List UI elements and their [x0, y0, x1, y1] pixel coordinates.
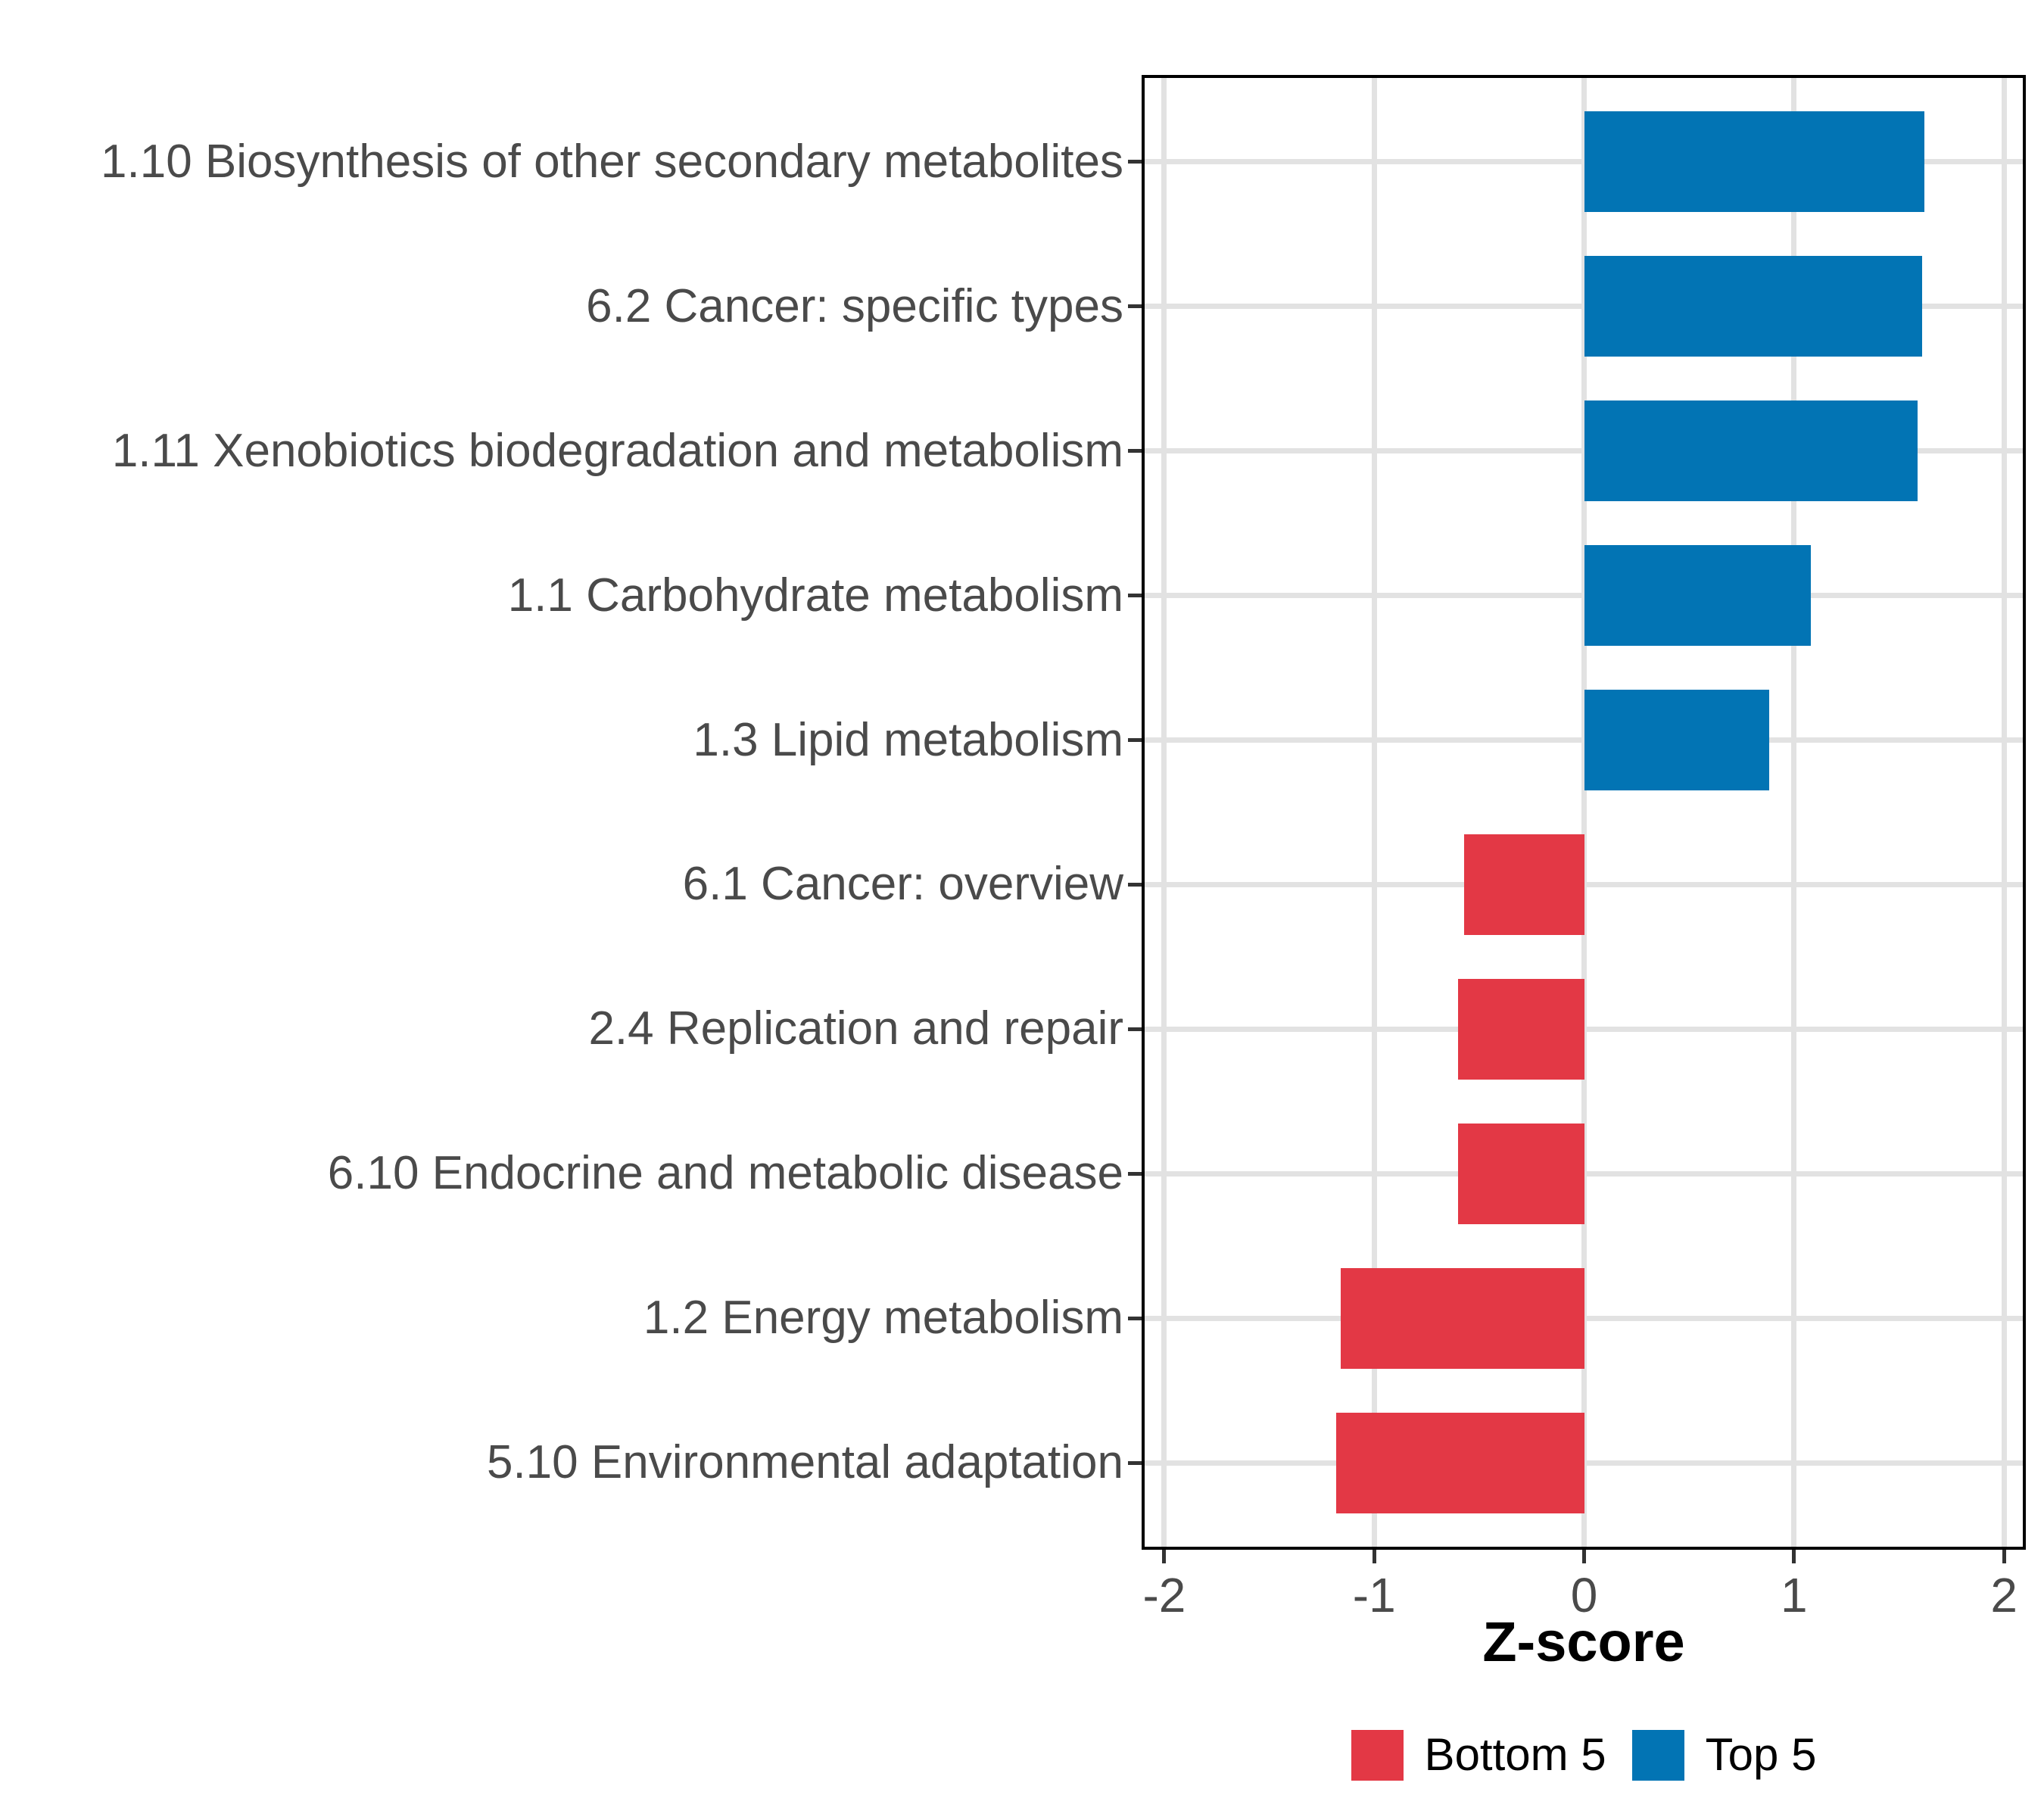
- x-axis-title: Z-score: [1482, 1610, 1685, 1673]
- y-axis-tick: [1128, 1027, 1142, 1031]
- y-tick-label: 1.1 Carbohydrate metabolism: [507, 569, 1123, 622]
- y-axis-tick: [1128, 160, 1142, 164]
- bar: [1464, 834, 1584, 936]
- y-axis-tick: [1128, 882, 1142, 887]
- x-gridline: [1161, 75, 1167, 1550]
- x-tick-label: -1: [1352, 1568, 1396, 1622]
- legend-label-top5: Top 5: [1705, 1729, 1817, 1780]
- x-tick-label: -2: [1142, 1568, 1186, 1622]
- x-gridline: [2001, 75, 2007, 1550]
- y-tick-label: 6.10 Endocrine and metabolic disease: [327, 1147, 1123, 1200]
- legend-entry-bottom5: Bottom 5: [1351, 1728, 1606, 1781]
- plot-panel-border: [1142, 75, 2026, 1550]
- x-tick-label: 1: [1781, 1568, 1808, 1622]
- y-tick-label: 6.2 Cancer: specific types: [586, 279, 1123, 332]
- legend: Bottom 5 Top 5: [1142, 1726, 2026, 1784]
- y-axis-tick: [1128, 1460, 1142, 1465]
- y-tick-label: 1.3 Lipid metabolism: [693, 713, 1123, 766]
- y-axis-tick: [1128, 738, 1142, 742]
- x-gridline: [1791, 75, 1797, 1550]
- y-tick-label: 6.1 Cancer: overview: [682, 858, 1123, 911]
- x-tick-label: 2: [1990, 1568, 2018, 1622]
- y-tick-label: 1.10 Biosynthesis of other secondary met…: [101, 135, 1123, 188]
- legend-entry-top5: Top 5: [1631, 1728, 1817, 1781]
- bar: [1584, 111, 1924, 213]
- y-gridline: [1142, 159, 2026, 165]
- y-gridline: [1142, 593, 2026, 599]
- x-gridline: [1581, 75, 1588, 1550]
- y-tick-label: 5.10 Environmental adaptation: [486, 1436, 1123, 1489]
- y-tick-label: 1.11 Xenobiotics biodegradation and meta…: [111, 424, 1123, 477]
- y-axis-tick: [1128, 304, 1142, 309]
- bar: [1584, 255, 1922, 357]
- x-axis-tick: [1372, 1550, 1376, 1563]
- legend-key-bottom5-swatch: [1351, 1729, 1404, 1781]
- y-tick-label: 1.2 Energy metabolism: [643, 1292, 1123, 1345]
- x-gridline: [1371, 75, 1377, 1550]
- x-axis-tick: [1582, 1550, 1587, 1563]
- bar: [1458, 978, 1584, 1080]
- bar: [1584, 400, 1918, 502]
- y-axis-tick: [1128, 1316, 1142, 1320]
- x-axis-tick: [2002, 1550, 2006, 1563]
- y-gridline: [1142, 448, 2026, 454]
- y-tick-label: 2.4 Replication and repair: [588, 1002, 1123, 1055]
- bar: [1584, 689, 1769, 791]
- bar: [1340, 1267, 1584, 1370]
- legend-key-top5-swatch: [1631, 1729, 1684, 1781]
- y-axis-tick: [1128, 594, 1142, 598]
- x-axis-tick: [1792, 1550, 1796, 1563]
- y-gridline: [1142, 304, 2026, 310]
- bar: [1458, 1123, 1584, 1225]
- y-gridline: [1142, 737, 2026, 743]
- y-axis-tick: [1128, 449, 1142, 453]
- bar: [1336, 1412, 1584, 1514]
- x-tick-label: 0: [1570, 1568, 1598, 1622]
- x-axis-tick: [1162, 1550, 1167, 1563]
- legend-label-bottom5: Bottom 5: [1424, 1729, 1606, 1780]
- y-axis-tick: [1128, 1171, 1142, 1176]
- bar: [1584, 544, 1812, 647]
